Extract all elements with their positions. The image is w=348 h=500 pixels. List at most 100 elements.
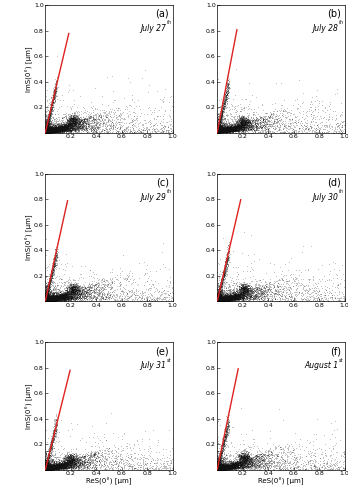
Point	[58, 288, 64, 296]
Point	[47, 128, 53, 136]
Point	[78, 294, 84, 302]
Point	[247, 453, 253, 461]
Point	[237, 461, 243, 469]
Point	[215, 297, 221, 305]
Point	[243, 118, 248, 126]
Point	[48, 128, 54, 136]
Point	[68, 119, 73, 127]
Point	[222, 466, 228, 473]
Point	[215, 292, 221, 300]
Point	[215, 124, 221, 132]
Point	[67, 459, 73, 467]
Point	[225, 462, 231, 470]
Point	[54, 87, 59, 95]
Point	[216, 292, 222, 300]
Point	[45, 119, 51, 127]
Point	[227, 462, 233, 469]
Point	[49, 461, 55, 469]
Point	[46, 110, 52, 118]
Point	[44, 464, 49, 472]
Point	[224, 296, 230, 304]
Point	[65, 126, 71, 134]
Point	[330, 274, 336, 282]
Point	[224, 464, 229, 472]
Point	[56, 462, 62, 470]
Point	[61, 464, 66, 471]
Point	[251, 288, 256, 296]
Point	[83, 285, 89, 293]
Point	[232, 289, 238, 297]
Point	[44, 294, 50, 302]
Point	[65, 459, 71, 467]
Point	[264, 125, 269, 133]
Point	[216, 296, 221, 304]
Point	[44, 296, 49, 304]
Point	[238, 123, 244, 131]
Point	[57, 120, 62, 128]
Point	[77, 118, 82, 126]
Point	[219, 127, 224, 135]
Point	[57, 126, 62, 134]
Point	[217, 128, 223, 136]
Point	[248, 287, 254, 295]
Point	[96, 288, 101, 296]
Point	[84, 128, 89, 136]
Point	[55, 462, 61, 469]
Point	[249, 124, 255, 132]
Point	[234, 460, 239, 468]
Point	[219, 465, 224, 473]
Point	[44, 123, 50, 131]
Point	[277, 287, 283, 295]
Point	[220, 296, 226, 304]
Point	[224, 128, 230, 136]
Point	[44, 126, 50, 134]
Point	[226, 119, 231, 127]
Point	[216, 123, 222, 131]
Point	[247, 290, 253, 298]
Point	[44, 128, 49, 136]
Point	[60, 460, 65, 468]
Point	[73, 122, 79, 130]
Point	[47, 128, 52, 136]
Point	[240, 121, 245, 129]
Point	[67, 290, 72, 298]
Point	[69, 114, 75, 122]
Point	[226, 126, 232, 134]
Point	[59, 120, 64, 128]
Point	[216, 110, 221, 118]
Point	[64, 116, 70, 124]
Point	[42, 294, 48, 302]
Point	[221, 127, 226, 135]
Point	[219, 464, 224, 471]
Point	[71, 112, 77, 120]
Point	[47, 464, 52, 471]
Point	[220, 292, 226, 300]
Point	[92, 114, 97, 122]
Point	[227, 463, 232, 471]
Point	[217, 465, 222, 473]
Point	[54, 460, 60, 468]
Point	[220, 294, 226, 302]
Point	[229, 122, 234, 130]
Point	[155, 454, 161, 462]
Point	[216, 465, 221, 473]
Point	[235, 458, 241, 466]
Point	[44, 128, 49, 136]
Point	[217, 110, 223, 118]
Point	[53, 291, 58, 299]
Point	[216, 464, 222, 472]
Point	[43, 288, 49, 296]
Point	[56, 126, 61, 134]
Point	[218, 287, 224, 295]
Point	[62, 126, 68, 134]
Point	[218, 296, 223, 304]
Point	[228, 463, 233, 471]
Point	[244, 287, 249, 295]
Point	[50, 126, 55, 134]
Point	[238, 113, 244, 121]
Point	[216, 296, 221, 304]
Point	[54, 295, 60, 303]
Point	[259, 114, 264, 122]
Point	[42, 128, 48, 136]
Point	[321, 298, 326, 306]
